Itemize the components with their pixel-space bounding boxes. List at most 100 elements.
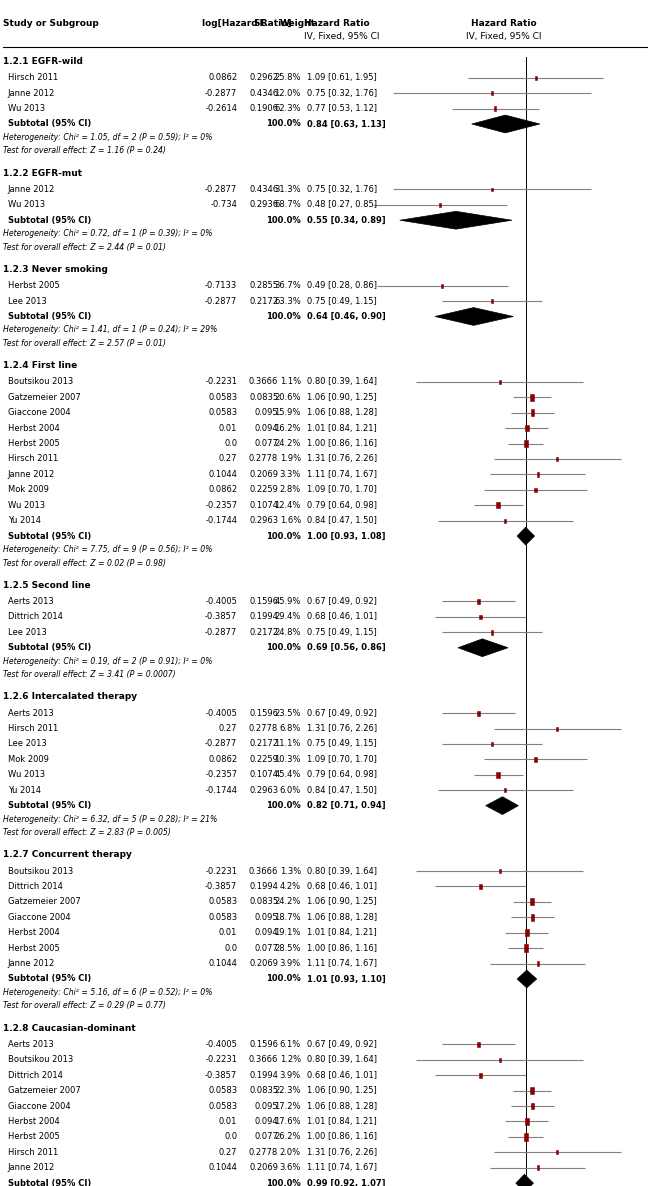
Bar <box>525 930 528 936</box>
Text: 0.2855: 0.2855 <box>249 281 278 291</box>
Bar <box>530 1103 534 1109</box>
Text: 0.27: 0.27 <box>219 454 237 464</box>
Text: 0.80 [0.39, 1.64]: 0.80 [0.39, 1.64] <box>307 867 377 875</box>
Text: 15.9%: 15.9% <box>274 408 301 417</box>
Text: Subtotal (95% CI): Subtotal (95% CI) <box>8 975 91 983</box>
Text: 0.0835: 0.0835 <box>249 1086 278 1095</box>
Text: Giaccone 2004: Giaccone 2004 <box>8 1102 70 1110</box>
Text: Hirsch 2011: Hirsch 2011 <box>8 1148 58 1156</box>
Text: Yu 2014: Yu 2014 <box>8 516 41 525</box>
Text: Herbst 2005: Herbst 2005 <box>8 1133 60 1141</box>
Text: 0.69 [0.56, 0.86]: 0.69 [0.56, 0.86] <box>307 643 385 652</box>
Text: 0.75 [0.32, 1.76]: 0.75 [0.32, 1.76] <box>307 185 377 193</box>
Text: 1.00 [0.86, 1.16]: 1.00 [0.86, 1.16] <box>307 1133 377 1141</box>
Text: 0.0583: 0.0583 <box>208 393 237 402</box>
Text: 1.2.7 Concurrent therapy: 1.2.7 Concurrent therapy <box>3 850 132 859</box>
Text: 28.5%: 28.5% <box>274 944 301 952</box>
Bar <box>504 518 506 523</box>
Text: 12.4%: 12.4% <box>274 500 301 510</box>
Text: 0.75 [0.49, 1.15]: 0.75 [0.49, 1.15] <box>307 627 376 637</box>
Text: log[Hazard Ratio]: log[Hazard Ratio] <box>202 19 291 28</box>
Bar <box>478 1041 480 1047</box>
Polygon shape <box>458 639 508 657</box>
Text: 0.55 [0.34, 0.89]: 0.55 [0.34, 0.89] <box>307 216 385 224</box>
Text: 1.06 [0.88, 1.28]: 1.06 [0.88, 1.28] <box>307 408 377 417</box>
Text: 0.2172: 0.2172 <box>249 627 278 637</box>
Text: 4.2%: 4.2% <box>280 882 301 891</box>
Text: 0.01: 0.01 <box>219 929 237 937</box>
Text: 1.00 [0.86, 1.16]: 1.00 [0.86, 1.16] <box>307 944 377 952</box>
Text: 68.7%: 68.7% <box>274 200 301 209</box>
Text: 1.00 [0.86, 1.16]: 1.00 [0.86, 1.16] <box>307 439 377 448</box>
Text: 0.3666: 0.3666 <box>249 867 278 875</box>
Text: Lee 2013: Lee 2013 <box>8 627 47 637</box>
Text: 24.8%: 24.8% <box>274 627 301 637</box>
Text: 0.094: 0.094 <box>255 423 278 433</box>
Text: 1.01 [0.84, 1.21]: 1.01 [0.84, 1.21] <box>307 929 376 937</box>
Text: Lee 2013: Lee 2013 <box>8 740 47 748</box>
Text: -0.734: -0.734 <box>211 200 237 209</box>
Bar <box>534 487 537 492</box>
Text: 0.077: 0.077 <box>254 1133 278 1141</box>
Bar <box>556 727 558 731</box>
Text: 2.0%: 2.0% <box>280 1148 301 1156</box>
Text: 0.64 [0.46, 0.90]: 0.64 [0.46, 0.90] <box>307 312 385 321</box>
Text: 0.0862: 0.0862 <box>208 755 237 764</box>
Text: 1.31 [0.76, 2.26]: 1.31 [0.76, 2.26] <box>307 725 377 733</box>
Bar <box>491 741 493 746</box>
Text: 1.01 [0.93, 1.10]: 1.01 [0.93, 1.10] <box>307 975 385 983</box>
Text: 23.5%: 23.5% <box>274 709 301 718</box>
Bar <box>491 299 493 304</box>
Text: 1.2.8 Caucasian-dominant: 1.2.8 Caucasian-dominant <box>3 1024 136 1033</box>
Text: -0.7133: -0.7133 <box>205 281 237 291</box>
Text: Study or Subgroup: Study or Subgroup <box>3 19 99 28</box>
Text: 0.0862: 0.0862 <box>208 74 237 82</box>
Text: -0.1744: -0.1744 <box>205 516 237 525</box>
Text: 6.0%: 6.0% <box>280 786 301 795</box>
Text: 0.2936: 0.2936 <box>249 200 278 209</box>
Text: Test for overall effect: Z = 2.44 (P = 0.01): Test for overall effect: Z = 2.44 (P = 0… <box>3 243 166 251</box>
Bar <box>497 502 500 509</box>
Text: 0.79 [0.64, 0.98]: 0.79 [0.64, 0.98] <box>307 771 377 779</box>
Text: 6.8%: 6.8% <box>280 725 301 733</box>
Text: 0.0835: 0.0835 <box>249 898 278 906</box>
Text: Janne 2012: Janne 2012 <box>8 185 55 193</box>
Text: Janne 2012: Janne 2012 <box>8 89 55 97</box>
Text: Heterogeneity: Chi² = 7.75, df = 9 (P = 0.56); I² = 0%: Heterogeneity: Chi² = 7.75, df = 9 (P = … <box>3 546 213 554</box>
Text: 1.2.3 Never smoking: 1.2.3 Never smoking <box>3 264 108 274</box>
Bar <box>478 710 480 715</box>
Text: Subtotal (95% CI): Subtotal (95% CI) <box>8 1179 91 1186</box>
Text: Wu 2013: Wu 2013 <box>8 104 45 113</box>
Text: Boutsikou 2013: Boutsikou 2013 <box>8 867 73 875</box>
Text: 0.1044: 0.1044 <box>209 1163 237 1172</box>
Text: 1.2.4 First line: 1.2.4 First line <box>3 361 77 370</box>
Text: 25.8%: 25.8% <box>274 74 301 82</box>
Bar <box>523 1133 528 1141</box>
Text: Test for overall effect: Z = 2.83 (P = 0.005): Test for overall effect: Z = 2.83 (P = 0… <box>3 828 171 837</box>
Text: 0.79 [0.64, 0.98]: 0.79 [0.64, 0.98] <box>307 500 377 510</box>
Text: 0.84 [0.63, 1.13]: 0.84 [0.63, 1.13] <box>307 120 385 128</box>
Text: 0.1994: 0.1994 <box>250 1071 278 1079</box>
Text: 0.84 [0.47, 1.50]: 0.84 [0.47, 1.50] <box>307 516 377 525</box>
Polygon shape <box>517 970 537 988</box>
Bar <box>556 1150 558 1154</box>
Text: 0.0583: 0.0583 <box>208 913 237 922</box>
Text: 0.0583: 0.0583 <box>208 898 237 906</box>
Text: 3.9%: 3.9% <box>280 959 301 968</box>
Text: 0.84 [0.47, 1.50]: 0.84 [0.47, 1.50] <box>307 786 377 795</box>
Text: -0.2877: -0.2877 <box>205 627 237 637</box>
Text: 3.3%: 3.3% <box>280 470 301 479</box>
Text: Heterogeneity: Chi² = 0.72, df = 1 (P = 0.39); I² = 0%: Heterogeneity: Chi² = 0.72, df = 1 (P = … <box>3 229 213 238</box>
Text: -0.2877: -0.2877 <box>205 185 237 193</box>
Text: 0.2963: 0.2963 <box>249 786 278 795</box>
Text: Herbst 2004: Herbst 2004 <box>8 1117 60 1126</box>
Bar <box>530 394 534 401</box>
Text: 0.68 [0.46, 1.01]: 0.68 [0.46, 1.01] <box>307 612 377 621</box>
Text: -0.2357: -0.2357 <box>205 771 237 779</box>
Text: Giaccone 2004: Giaccone 2004 <box>8 408 70 417</box>
Text: Heterogeneity: Chi² = 1.05, df = 2 (P = 0.59); I² = 0%: Heterogeneity: Chi² = 1.05, df = 2 (P = … <box>3 133 213 142</box>
Bar <box>491 630 493 635</box>
Text: 0.75 [0.49, 1.15]: 0.75 [0.49, 1.15] <box>307 740 376 748</box>
Bar <box>523 944 528 952</box>
Text: 0.2069: 0.2069 <box>249 470 278 479</box>
